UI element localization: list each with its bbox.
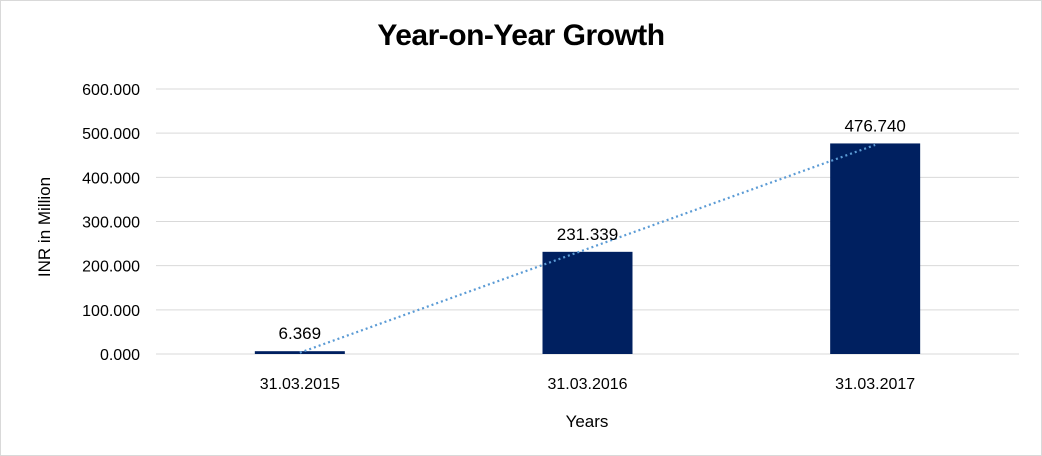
bar [542, 251, 633, 354]
x-tick-label: 31.03.2017 [835, 376, 915, 393]
data-label: 476.740 [844, 116, 905, 135]
labels: 0.000 100.000 200.000 300.000 400.000 500.000… [82, 82, 915, 393]
data-label: 6.369 [279, 324, 322, 343]
bar [830, 143, 921, 354]
y-tick-label: 400.000 [82, 170, 140, 187]
y-tick-label: 0.000 [100, 347, 140, 364]
x-tick-label: 31.03.2016 [547, 376, 627, 393]
y-tick-label: 300.000 [82, 215, 140, 232]
y-tick-label: 500.000 [82, 126, 140, 143]
x-axis-title: Years [566, 412, 609, 431]
trendline [299, 143, 876, 354]
data-label: 231.339 [557, 225, 618, 244]
y-axis-title: INR in Million [35, 177, 54, 277]
x-tick-label: 31.03.2015 [260, 376, 340, 393]
y-tick-label: 600.000 [82, 82, 140, 99]
chart-title: Year-on-Year Growth [377, 19, 665, 52]
y-tick-label: 100.000 [82, 303, 140, 320]
trendline-group [299, 143, 876, 354]
y-tick-label: 200.000 [82, 259, 140, 276]
